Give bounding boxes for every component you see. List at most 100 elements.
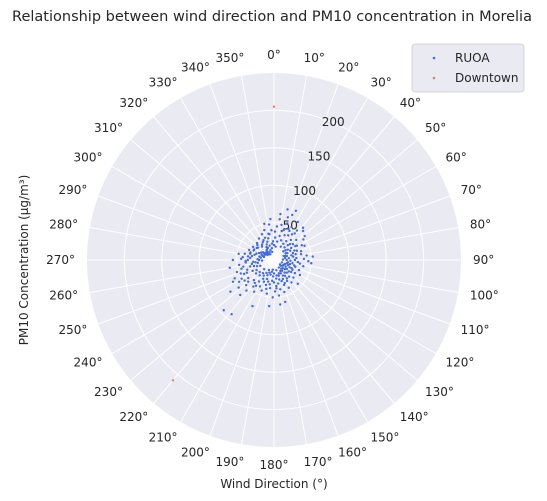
theta-tick-label: 120° [446, 356, 475, 370]
theta-tick-label: 10° [304, 51, 325, 65]
radial-tick-labels: 50 100 150 200 [283, 115, 345, 233]
angular-grid-line [180, 97, 275, 261]
data-point-ruoa [271, 268, 275, 271]
data-point-ruoa [285, 277, 289, 280]
y-axis-label: PM10 Concentration (μg/m³) [17, 175, 31, 346]
theta-tick-label: 80° [470, 217, 491, 231]
data-point-ruoa [280, 267, 283, 270]
data-point-ruoa [275, 269, 278, 272]
data-point-ruoa [259, 256, 262, 259]
data-point-ruoa [298, 273, 302, 277]
data-point-ruoa [279, 239, 283, 242]
grid-lines [87, 73, 461, 447]
data-point-ruoa [263, 222, 266, 226]
data-point-ruoa [282, 250, 285, 253]
data-point-ruoa [268, 244, 271, 247]
data-point-ruoa [277, 266, 281, 269]
data-point-ruoa [258, 270, 261, 274]
data-point-ruoa [266, 240, 269, 243]
data-point-downtown [272, 105, 276, 108]
data-point-ruoa [283, 281, 286, 285]
data-point-ruoa [260, 289, 263, 292]
data-point-ruoa [246, 258, 250, 262]
data-point-ruoa [289, 246, 293, 250]
theta-tick-label: 240° [74, 356, 103, 370]
data-point-ruoa [274, 245, 277, 248]
data-point-ruoa [293, 271, 297, 275]
data-point-ruoa [245, 271, 249, 274]
x-axis-label: Wind Direction (°) [220, 477, 327, 491]
data-point-ruoa [295, 229, 299, 232]
data-point-ruoa [266, 280, 270, 283]
data-point-ruoa [290, 225, 293, 229]
data-point-ruoa [230, 313, 233, 316]
data-point-ruoa [247, 248, 251, 252]
data-point-ruoa [310, 262, 313, 265]
theta-tick-label: 20° [338, 60, 359, 74]
scatter-points [171, 105, 314, 382]
radial-tick-label: 50 [283, 218, 298, 232]
data-point-ruoa [248, 256, 252, 260]
radial-tick-label: 200 [322, 115, 345, 129]
data-point-ruoa [311, 255, 314, 258]
data-point-ruoa [248, 265, 252, 268]
data-point-ruoa [303, 244, 306, 247]
theta-tick-label: 280° [49, 217, 78, 231]
data-point-ruoa [279, 288, 282, 291]
theta-tick-label: 220° [119, 410, 148, 424]
data-point-downtown [171, 379, 175, 382]
data-point-ruoa [280, 223, 283, 227]
theta-tick-label: 160° [338, 446, 367, 460]
data-point-ruoa [257, 280, 261, 283]
data-point-ruoa [283, 234, 286, 237]
radial-tick-label: 150 [307, 149, 330, 163]
data-point-ruoa [287, 256, 291, 260]
data-point-ruoa [286, 216, 290, 219]
chart-title: Relationship between wind direction and … [12, 9, 532, 25]
data-point-ruoa [256, 261, 259, 265]
data-point-ruoa [281, 258, 285, 261]
data-point-ruoa [229, 290, 232, 293]
data-point-ruoa [273, 230, 277, 233]
angular-grid-line [111, 259, 275, 354]
data-point-ruoa [228, 266, 231, 269]
data-point-ruoa [272, 281, 276, 284]
theta-tick-labels: 0° 10° 20° 30° 40° 50° 60° 70° 80° 90° 100° 110° 120… [46, 48, 499, 472]
data-point-ruoa [251, 269, 254, 273]
data-point-ruoa [266, 253, 269, 257]
data-point-ruoa [258, 285, 262, 288]
data-point-ruoa [277, 294, 281, 297]
data-point-ruoa [290, 281, 293, 284]
data-point-ruoa [283, 256, 287, 260]
data-point-ruoa [270, 270, 274, 273]
data-point-ruoa [275, 284, 278, 288]
data-point-ruoa [245, 289, 248, 292]
angular-grid-line [180, 259, 275, 423]
data-point-ruoa [298, 262, 302, 265]
data-point-ruoa [268, 251, 271, 254]
data-point-ruoa [266, 273, 269, 277]
data-point-ruoa [280, 279, 283, 283]
data-point-ruoa [268, 271, 271, 274]
data-point-ruoa [273, 290, 277, 293]
angular-grid-line [273, 227, 459, 261]
data-point-ruoa [273, 236, 277, 239]
data-point-ruoa [290, 267, 293, 270]
data-point-ruoa [243, 252, 246, 255]
data-point-ruoa [295, 256, 298, 260]
data-point-ruoa [255, 268, 258, 272]
data-point-ruoa [290, 254, 293, 257]
data-point-ruoa [265, 271, 268, 275]
theta-tick-label: 230° [94, 385, 123, 399]
theta-tick-label: 270° [46, 253, 75, 267]
data-point-ruoa [286, 263, 290, 267]
data-point-ruoa [272, 243, 276, 247]
legend-box [411, 43, 525, 93]
data-point-ruoa [288, 266, 291, 269]
data-point-ruoa [289, 270, 293, 274]
data-point-ruoa [284, 300, 287, 304]
data-point-ruoa [293, 249, 296, 252]
data-point-ruoa [295, 238, 298, 242]
data-point-ruoa [260, 259, 264, 262]
theta-tick-label: 180° [260, 458, 289, 472]
